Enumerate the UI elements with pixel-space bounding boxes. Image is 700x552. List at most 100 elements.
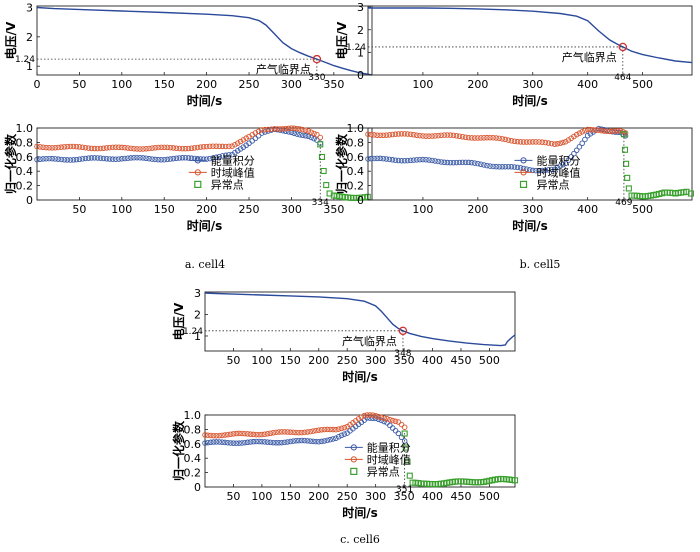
x-tick-label: 500: [479, 490, 500, 503]
data-point-marker: [216, 143, 223, 150]
data-point-marker: [548, 166, 555, 173]
data-point-marker: [70, 157, 77, 163]
x-tick-label: 250: [239, 203, 260, 216]
data-point-marker: [85, 155, 92, 161]
data-point-marker: [565, 137, 572, 143]
data-point-marker: [249, 138, 255, 144]
data-point-marker: [82, 144, 89, 151]
x-tick-label: 50: [72, 203, 86, 216]
y-tick-label: 0.8: [184, 423, 202, 436]
data-point-marker: [420, 156, 426, 163]
data-point-marker: [236, 430, 242, 437]
y-tick-label: 3: [26, 1, 33, 14]
data-point-marker: [375, 413, 382, 420]
data-point-marker: [284, 429, 291, 435]
data-point-marker: [55, 156, 61, 162]
data-point-marker: [37, 156, 43, 163]
data-point-marker: [291, 125, 298, 132]
data-point-marker: [468, 159, 475, 166]
data-point-marker: [314, 131, 320, 138]
data-point-marker: [573, 147, 580, 154]
data-point-marker: [456, 133, 463, 140]
data-point-marker: [210, 155, 216, 161]
data-point-marker: [395, 419, 402, 425]
data-point-marker: [304, 429, 311, 435]
data-point-marker: [367, 415, 373, 421]
data-point-marker: [462, 159, 469, 166]
anomaly-point-marker: [620, 131, 627, 138]
data-point-marker: [203, 156, 210, 162]
data-point-marker: [472, 135, 478, 141]
data-point-marker: [296, 429, 302, 436]
data-point-marker: [273, 440, 279, 446]
data-point-marker: [305, 133, 312, 140]
data-point-marker: [368, 131, 374, 138]
data-point-marker: [432, 158, 438, 164]
legend-marker-anomaly: [350, 467, 358, 475]
data-point-marker: [261, 431, 268, 437]
data-point-marker: [520, 139, 527, 145]
data-point-marker: [324, 437, 331, 444]
data-point-marker: [210, 439, 217, 445]
data-point-marker: [149, 145, 155, 151]
data-point-marker: [502, 163, 509, 170]
data-point-marker: [517, 139, 524, 145]
data-point-marker: [484, 162, 490, 169]
data-point-marker: [380, 132, 387, 139]
x-tick-label: 300: [522, 78, 543, 91]
data-point-marker: [389, 157, 396, 163]
data-point-marker: [545, 140, 552, 146]
data-point-marker: [293, 438, 299, 444]
y-tick-label: 0.4: [184, 452, 202, 465]
anomaly-point-marker: [318, 153, 326, 161]
data-point-marker: [185, 155, 192, 161]
data-point-marker: [158, 157, 164, 163]
data-point-marker: [478, 135, 484, 141]
data-point-marker: [277, 126, 283, 132]
x-tick-label: 350: [323, 78, 344, 91]
data-point-marker: [316, 438, 322, 445]
data-point-marker: [414, 157, 420, 163]
data-point-marker: [398, 434, 405, 441]
data-point-marker: [226, 143, 232, 150]
data-point-marker: [426, 157, 432, 163]
data-point-marker: [508, 137, 515, 144]
data-point-marker: [227, 431, 234, 437]
data-point-marker: [447, 132, 454, 138]
data-point-marker: [222, 143, 229, 150]
data-point-marker: [52, 144, 58, 151]
data-point-marker: [155, 144, 161, 151]
data-point-marker: [173, 145, 180, 151]
data-point-marker: [46, 155, 52, 162]
data-point-marker: [398, 157, 405, 164]
data-point-marker: [100, 155, 107, 162]
data-point-marker: [256, 431, 262, 438]
data-point-marker: [565, 157, 572, 163]
y-tick-label: 3: [194, 287, 201, 300]
data-point-marker: [297, 126, 303, 132]
anomaly-point-marker: [402, 444, 409, 451]
data-point-marker: [438, 132, 444, 139]
critical-x-label: 334: [312, 198, 329, 208]
data-point-marker: [179, 145, 186, 152]
data-point-marker: [213, 432, 220, 439]
data-point-marker: [481, 162, 487, 168]
data-point-marker: [261, 439, 268, 445]
x-tick-label: 450: [450, 490, 471, 503]
data-point-marker: [330, 436, 336, 442]
data-point-marker: [441, 132, 448, 138]
data-point-marker: [70, 143, 77, 150]
data-point-marker: [270, 430, 277, 436]
data-point-marker: [88, 155, 95, 161]
data-point-marker: [341, 431, 348, 437]
data-point-marker: [91, 145, 98, 152]
data-point-marker: [273, 429, 279, 436]
x-tick-label: 50: [226, 354, 240, 367]
anomaly-point-marker: [406, 472, 413, 479]
data-point-marker: [85, 145, 92, 151]
data-point-marker: [496, 135, 502, 142]
x-axis-label: 时间/s: [187, 93, 223, 108]
critical-y-label: 1.24: [15, 55, 35, 65]
critical-y-label: 1.24: [346, 43, 366, 53]
data-point-marker: [258, 127, 265, 133]
